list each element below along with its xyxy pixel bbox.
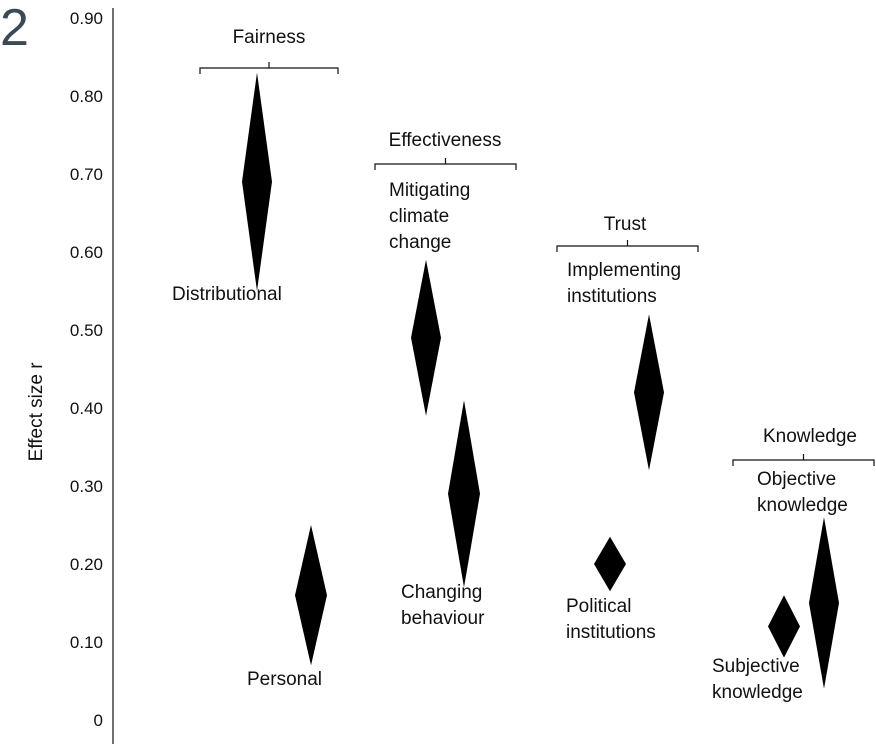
item-label: Implementing institutions (567, 260, 681, 307)
item-label: Distributional (172, 284, 282, 305)
item-label-line: institutions (566, 622, 656, 643)
item-label: Mitigating climate change (389, 180, 470, 253)
y-tick-label: 0.40 (70, 399, 103, 418)
effect-diamond (242, 73, 272, 291)
effect-diamond (594, 537, 626, 592)
effect-diamond (411, 260, 441, 416)
item-label-line: institutions (567, 286, 657, 307)
group-title: Fairness (233, 27, 306, 48)
y-tick-label: 0.90 (70, 9, 103, 28)
group-bracket (557, 240, 698, 252)
effect-diamond (295, 525, 327, 665)
y-tick-label: 0.50 (70, 321, 103, 340)
item-label-line: Implementing (567, 260, 681, 281)
group-title: Knowledge (763, 426, 857, 447)
y-axis-title: Effect size r (26, 362, 47, 462)
item-label-line: Objective (757, 469, 836, 490)
item-label-line: knowledge (757, 495, 848, 516)
y-tick-label: 0.30 (70, 477, 103, 496)
group-bracket (200, 62, 338, 74)
item-label: Changing behaviour (401, 582, 485, 629)
effect-diamond (809, 517, 839, 689)
item-label: Personal (247, 669, 322, 690)
effect-diamond (634, 314, 664, 470)
item-label-line: Political (566, 596, 631, 617)
item-label-line: change (389, 232, 451, 253)
item-label-line: behaviour (401, 608, 485, 629)
y-tick-label: 0.10 (70, 633, 103, 652)
item-label: Objective knowledge (757, 469, 848, 516)
item-label-line: climate (389, 206, 449, 227)
y-tick-label: 0.20 (70, 555, 103, 574)
item-label: Political institutions (566, 596, 656, 643)
group-title: Trust (604, 214, 647, 235)
effect-diamond (448, 400, 480, 587)
group-bracket (375, 158, 516, 170)
effect-diamond (768, 595, 800, 657)
item-label-line: knowledge (712, 682, 803, 703)
item-label-line: Subjective (712, 656, 800, 677)
y-tick-label: 0 (94, 711, 103, 730)
item-label-line: Changing (401, 582, 482, 603)
group-bracket (733, 454, 874, 466)
y-tick-label: 0.80 (70, 87, 103, 106)
item-label: Subjective knowledge (712, 656, 803, 703)
item-label-line: Mitigating (389, 180, 470, 201)
y-tick-label: 0.70 (70, 165, 103, 184)
group-title: Effectiveness (389, 130, 502, 151)
y-tick-label: 0.60 (70, 243, 103, 262)
